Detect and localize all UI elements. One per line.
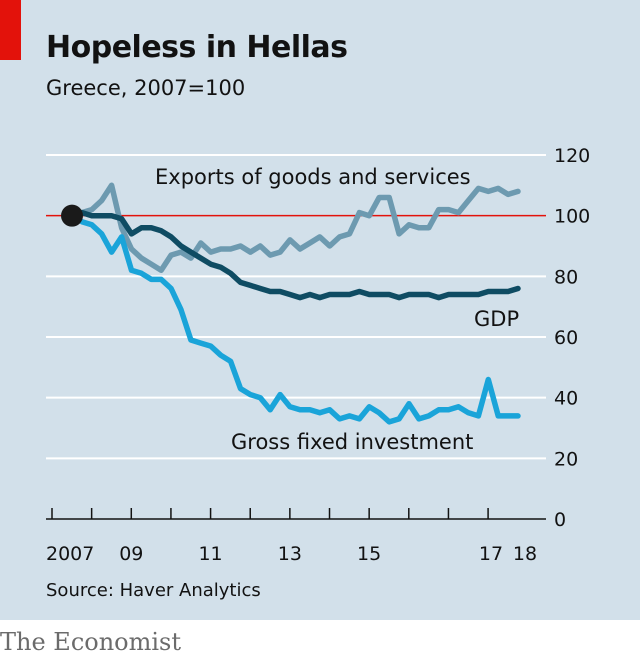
series-line-gross-fixed-investment — [69, 212, 521, 425]
series-line-exports-of-goods-and-services — [69, 182, 521, 274]
x-tick-label: 13 — [278, 543, 302, 565]
series-label: GDP — [474, 307, 519, 331]
series-label: Gross fixed investment — [231, 430, 473, 454]
y-axis: 0 20 40 60 80 100 120 — [554, 145, 590, 531]
brand-tag — [0, 0, 21, 60]
series-lines — [69, 182, 521, 425]
x-tick-label: 17 — [479, 543, 503, 565]
start-marker — [61, 204, 83, 227]
series-line-gdp — [69, 209, 521, 301]
line-chart: 2007 09 11 13 15 17 18 0 20 40 60 80 100 120 Exports… — [46, 145, 590, 565]
x-tick-label: 09 — [119, 543, 143, 565]
x-axis: 2007 09 11 13 15 17 18 — [46, 508, 546, 565]
grid-lines — [46, 154, 546, 460]
x-tick-label: 11 — [198, 543, 222, 565]
y-tick-label: 0 — [554, 509, 566, 531]
chart-panel — [0, 0, 640, 620]
y-tick-label: 60 — [554, 327, 578, 349]
source-note: Source: Haver Analytics — [46, 580, 261, 601]
brand-logo: The Economist — [0, 628, 182, 656]
start-marker-group — [61, 204, 83, 227]
y-tick-label: 120 — [554, 145, 590, 167]
x-tick-label: 15 — [357, 543, 381, 565]
x-tick-label: 2007 — [46, 543, 94, 565]
series-label: Exports of goods and services — [155, 165, 471, 189]
x-tick-label: 18 — [513, 543, 537, 565]
chart-subtitle: Greece, 2007=100 — [46, 76, 246, 100]
y-tick-label: 100 — [554, 206, 590, 228]
y-tick-label: 20 — [554, 448, 578, 470]
chart-title: Hopeless in Hellas — [46, 30, 348, 65]
y-tick-label: 40 — [554, 388, 578, 410]
y-tick-label: 80 — [554, 266, 578, 288]
series-labels: Exports of goods and services GDP Gross fi… — [155, 165, 519, 454]
